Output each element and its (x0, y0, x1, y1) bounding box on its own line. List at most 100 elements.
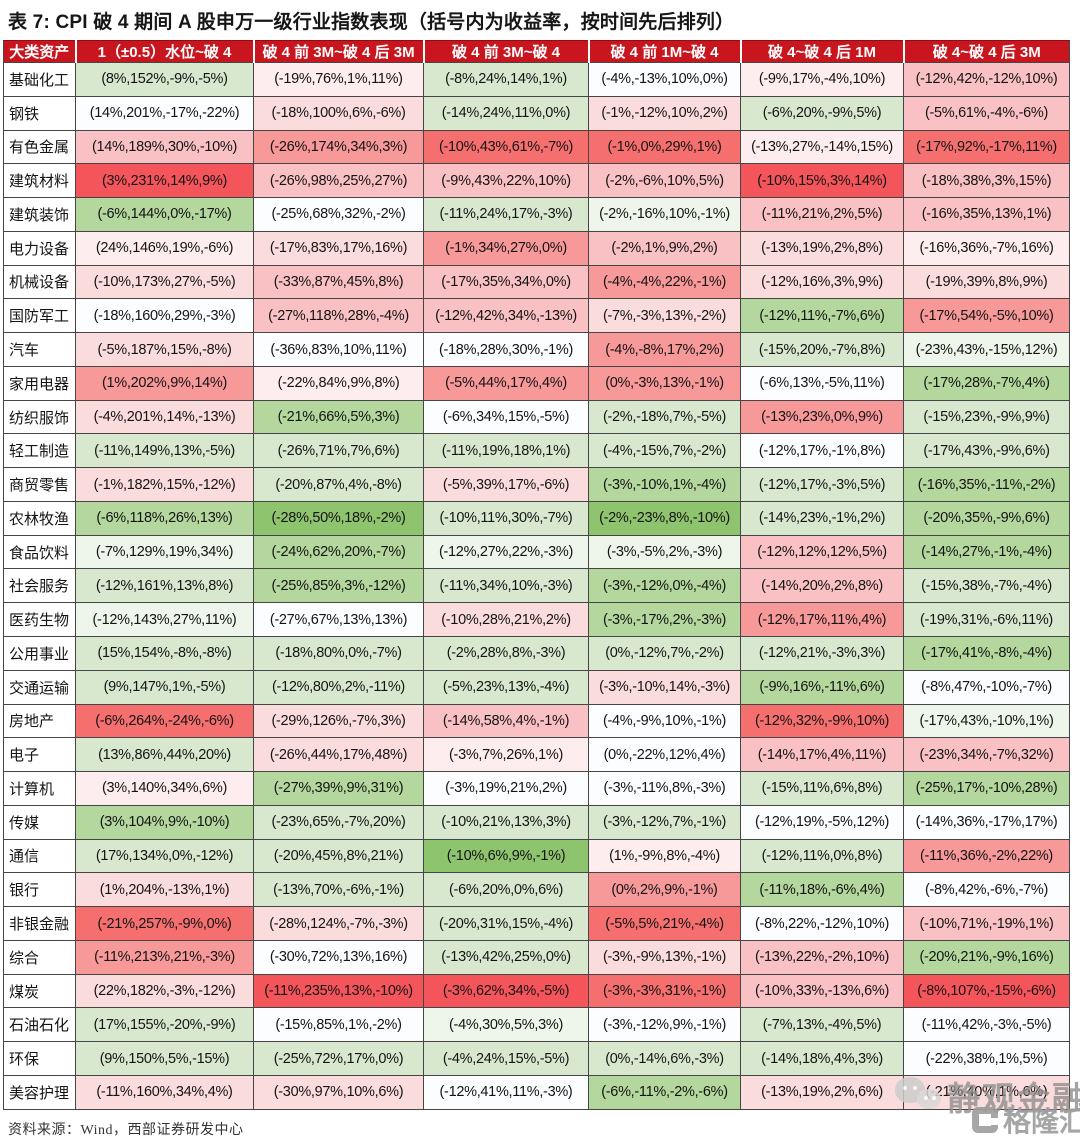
industry-name: 建筑装饰 (3, 197, 76, 232)
return-cell: (3%,104%,9%,-10%) (75, 804, 254, 840)
return-cell: (-16%,36%,-7%,16%) (903, 230, 1070, 266)
return-cell: (-28%,124%,-7%,-3%) (253, 906, 424, 941)
return-cell: (17%,134%,0%,-12%) (75, 838, 254, 874)
return-cell: (-22%,38%,1%,5%) (903, 1041, 1070, 1076)
table-row: 国防军工 (-18%,160%,29%,-3%) (-27%,118%,28%,-4… (3, 298, 1070, 334)
return-cell: (-17%,28%,-7%,4%) (903, 365, 1070, 401)
industry-name: 公用事业 (3, 636, 76, 671)
return-cell: (-3%,-12%,7%,-1%) (588, 804, 741, 840)
return-cell: (-15%,85%,1%,-2%) (253, 1007, 424, 1043)
return-cell: (-22%,84%,9%,8%) (253, 365, 424, 401)
industry-name: 非银金融 (3, 906, 76, 941)
industry-name: 石油石化 (3, 1007, 76, 1043)
return-cell: (-5%,5%,21%,-4%) (588, 906, 741, 941)
return-cell: (-19%,76%,1%,11%) (253, 62, 424, 97)
return-cell: (-15%,20%,-7%,8%) (740, 332, 904, 367)
return-cell: (-25%,85%,3%,-12%) (253, 568, 424, 604)
return-cell: (-20%,21%,-9%,16%) (903, 939, 1070, 975)
return-cell: (-17%,92%,-17%,11%) (903, 129, 1070, 165)
return-cell: (-36%,83%,10%,11%) (253, 332, 424, 367)
column-header: 1（±0.5）水位~破 4 (74, 40, 254, 63)
return-cell: (-17%,43%,-9%,6%) (903, 433, 1070, 469)
return-cell: (-26%,44%,17%,48%) (253, 737, 424, 773)
table-row: 电力设备 (24%,146%,19%,-6%) (-17%,83%,17%,16%)… (3, 230, 1070, 266)
return-cell: (-19%,39%,8%,9%) (903, 264, 1070, 300)
return-cell: (-3%,-11%,8%,-3%) (588, 771, 741, 806)
return-cell: (-10%,43%,61%,-7%) (423, 129, 589, 165)
column-header: 破 4~破 4 后 1M (739, 40, 904, 63)
table-row: 机械设备 (-10%,173%,27%,-5%) (-33%,87%,45%,8%)… (3, 264, 1070, 300)
return-cell: (15%,154%,-8%,-8%) (75, 636, 254, 671)
table-row: 建筑材料 (3%,231%,14%,9%) (-26%,98%,25%,27%) (-… (3, 163, 1070, 199)
return-cell: (-28%,50%,18%,-2%) (253, 500, 424, 536)
return-cell: (-3%,-10%,1%,-4%) (588, 467, 741, 502)
return-cell: (-20%,87%,4%,-8%) (253, 467, 424, 502)
industry-name: 商贸零售 (3, 467, 76, 502)
return-cell: (-3%,-17%,2%,-3%) (588, 602, 741, 638)
return-cell: (-30%,97%,10%,6%) (253, 1074, 424, 1111)
wechat-watermark-text: 静观金融 (947, 1082, 1080, 1118)
return-cell: (-2%,-18%,7%,-5%) (588, 399, 741, 435)
return-cell: (-14%,27%,-1%,-4%) (903, 534, 1070, 570)
industry-name: 家用电器 (3, 365, 76, 401)
return-cell: (-29%,126%,-7%,3%) (253, 703, 424, 739)
return-cell: (-27%,67%,13%,13%) (253, 602, 424, 638)
industry-name: 汽车 (3, 332, 76, 367)
return-cell: (-9%,16%,-11%,6%) (740, 669, 904, 705)
return-cell: (-6%,-11%,-2%,-6%) (588, 1074, 741, 1111)
return-cell: (-1%,0%,29%,1%) (588, 129, 741, 165)
return-cell: (-11%,34%,10%,-3%) (423, 568, 589, 604)
return-cell: (3%,231%,14%,9%) (75, 163, 254, 199)
table-row: 钢铁 (14%,201%,-17%,-22%) (-18%,100%,6%,-6%)… (3, 95, 1070, 131)
industry-name: 美容护理 (3, 1074, 76, 1111)
industry-name: 环保 (3, 1041, 76, 1076)
return-cell: (-13%,19%,2%,6%) (740, 1074, 904, 1111)
return-cell: (-6%,144%,0%,-17%) (75, 197, 254, 232)
return-cell: (-27%,39%,9%,31%) (253, 771, 424, 806)
table-row: 非银金融 (-21%,257%,-9%,0%) (-28%,124%,-7%,-3%… (3, 906, 1070, 941)
return-cell: (-8%,47%,-10%,-7%) (903, 669, 1070, 705)
return-cell: (-5%,44%,17%,4%) (423, 365, 589, 401)
return-cell: (-13%,27%,-14%,15%) (740, 129, 904, 165)
return-cell: (-19%,31%,-6%,11%) (903, 602, 1070, 638)
return-cell: (-4%,24%,15%,-5%) (423, 1041, 589, 1076)
return-cell: (-6%,20%,-9%,5%) (740, 95, 904, 131)
return-cell: (-4%,-4%,22%,-1%) (588, 264, 741, 300)
return-cell: (-9%,43%,22%,10%) (423, 163, 589, 199)
return-cell: (-30%,72%,13%,16%) (253, 939, 424, 975)
return-cell: (-5%,39%,17%,-6%) (423, 467, 589, 502)
return-cell: (-18%,28%,30%,-1%) (423, 332, 589, 367)
table-row: 农林牧渔 (-6%,118%,26%,13%) (-28%,50%,18%,-2%)… (3, 500, 1070, 536)
return-cell: (-3%,-5%,2%,-3%) (588, 534, 741, 570)
return-cell: (-25%,17%,-10%,28%) (903, 771, 1070, 806)
return-cell: (0%,-14%,6%,-3%) (588, 1041, 741, 1076)
industry-name: 医药生物 (3, 602, 76, 638)
return-cell: (-14%,18%,4%,3%) (740, 1041, 904, 1076)
return-cell: (-13%,19%,2%,8%) (740, 230, 904, 266)
return-cell: (-14%,20%,2%,8%) (740, 568, 904, 604)
industry-name: 食品饮料 (3, 534, 76, 570)
table-row: 银行 (1%,204%,-13%,1%) (-13%,70%,-6%,-1%) (-6… (3, 872, 1070, 908)
table-row: 美容护理 (-11%,160%,34%,4%) (-30%,97%,10%,6%)(… (3, 1074, 1070, 1111)
return-cell: (8%,152%,-9%,-5%) (75, 62, 254, 97)
return-cell: (-6%,20%,0%,6%) (423, 872, 589, 908)
table-row: 食品饮料 (-7%,129%,19%,34%) (-24%,62%,20%,-7%)… (3, 534, 1070, 570)
gelonghui-mark-icon (972, 1107, 998, 1133)
return-cell: (-11%,235%,13%,-10%) (253, 973, 424, 1009)
column-header: 破 4~破 4 后 3M (902, 40, 1070, 63)
return-cell: (-12%,42%,34%,-13%) (423, 298, 589, 334)
return-cell: (3%,140%,34%,6%) (75, 771, 254, 806)
table-row: 商贸零售 (-1%,182%,15%,-12%) (-20%,87%,4%,-8%)… (3, 467, 1070, 502)
return-cell: (-26%,174%,34%,3%) (253, 129, 424, 165)
return-cell: (-11%,36%,-2%,22%) (903, 838, 1070, 874)
table-row: 建筑装饰 (-6%,144%,0%,-17%) (-25%,68%,32%,-2%)… (3, 197, 1070, 232)
return-cell: (-26%,98%,25%,27%) (253, 163, 424, 199)
table-row: 环保 (9%,150%,5%,-15%) (-25%,72%,17%,0%) (-4%… (3, 1041, 1070, 1076)
industry-name: 计算机 (3, 771, 76, 806)
return-cell: (-15%,11%,6%,8%) (740, 771, 904, 806)
industry-name: 电子 (3, 737, 76, 773)
industry-name: 传媒 (3, 804, 76, 840)
industry-name: 通信 (3, 838, 76, 874)
return-cell: (-3%,-12%,9%,-1%) (588, 1007, 741, 1043)
